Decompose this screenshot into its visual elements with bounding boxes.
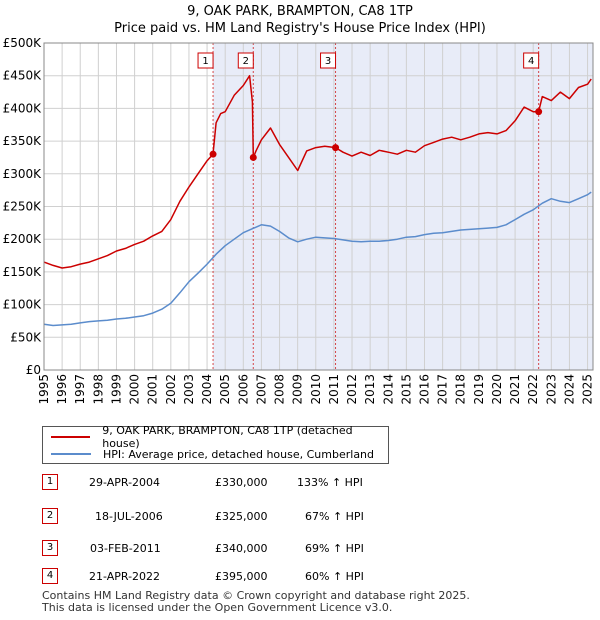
footer-copyright: Contains HM Land Registry data © Crown c…	[42, 589, 470, 602]
sale-row: 4 21-APR-2022 £395,000 60% ↑ HPI	[42, 568, 442, 586]
x-tick-label: 1997	[73, 374, 87, 405]
sale-row: 1 29-APR-2004 £330,000 133% ↑ HPI	[42, 474, 442, 492]
sale-label-box	[320, 52, 337, 69]
y-tick-label: £100K	[3, 298, 43, 312]
x-tick-label: 2018	[454, 374, 468, 405]
sale-hpi-change: 60% ↑ HPI	[305, 570, 364, 583]
x-tick-label: 2020	[490, 374, 504, 405]
sale-date: 03-FEB-2011	[90, 542, 161, 555]
sale-number-badge: 3	[42, 540, 58, 556]
series-line-hpi	[43, 191, 592, 327]
sale-row: 3 03-FEB-2011 £340,000 69% ↑ HPI	[42, 540, 442, 558]
x-tick-label: 2019	[472, 374, 486, 405]
x-tick-label: 2025	[581, 374, 595, 405]
y-tick-label: £300K	[3, 167, 43, 181]
sale-point	[249, 153, 257, 161]
price-chart: 1 2 3 4 £0 £50K £100K £150K £200K £250K £300K £350K…	[3, 36, 595, 405]
x-tick-label: 2017	[436, 374, 450, 405]
sale-point	[332, 144, 340, 152]
y-tick-label: £0	[26, 363, 41, 377]
sale-date: 29-APR-2004	[89, 476, 161, 489]
x-tick-label: 2024	[562, 374, 576, 405]
x-tick-label: 1999	[109, 374, 123, 405]
sale-hpi-change: 69% ↑ HPI	[305, 542, 364, 555]
sale-row: 2 18-JUL-2006 £325,000 67% ↑ HPI	[42, 508, 442, 526]
sale-date: 18-JUL-2006	[95, 510, 163, 523]
chart-legend: 9, OAK PARK, BRAMPTON, CA8 1TP (detached…	[42, 424, 389, 464]
sale-price: £340,000	[215, 542, 268, 555]
sale-price: £325,000	[215, 510, 268, 523]
x-tick-label: 2010	[309, 374, 323, 405]
legend-item-property: 9, OAK PARK, BRAMPTON, CA8 1TP (detached…	[43, 424, 388, 450]
x-tick-label: 2022	[526, 374, 540, 405]
y-tick-label: £250K	[3, 200, 43, 214]
x-tick-label: 2011	[327, 374, 341, 405]
y-tick-label: £350K	[3, 134, 43, 148]
x-tick-label: 2001	[146, 374, 160, 405]
chart-title-block: 9, OAK PARK, BRAMPTON, CA8 1TP Price pai…	[0, 3, 600, 37]
legend-swatch-property	[51, 436, 91, 438]
y-tick-label: £450K	[3, 69, 43, 83]
footer-licence: This data is licensed under the Open Gov…	[42, 601, 393, 614]
legend-item-hpi: HPI: Average price, detached house, Cumb…	[43, 446, 374, 462]
x-tick-label: 2007	[254, 374, 268, 405]
sale-date: 21-APR-2022	[89, 570, 161, 583]
chart-title: 9, OAK PARK, BRAMPTON, CA8 1TP	[187, 4, 413, 19]
x-tick-label: 1995	[37, 374, 51, 405]
sale-price: £395,000	[215, 570, 268, 583]
x-tick-label: 2013	[363, 374, 377, 405]
x-tick-label: 2003	[182, 374, 196, 405]
legend-swatch-hpi	[51, 453, 91, 455]
sale-hpi-change: 133% ↑ HPI	[297, 476, 363, 489]
sale-label-box	[237, 52, 254, 69]
sale-point	[535, 108, 543, 116]
sale-label-text: 4	[528, 56, 534, 67]
y-tick-label: £500K	[3, 36, 43, 50]
sale-number-badge: 1	[42, 474, 58, 490]
x-tick-label: 1996	[55, 374, 69, 405]
x-tick-label: 2004	[200, 374, 214, 405]
sale-hpi-change: 67% ↑ HPI	[305, 510, 364, 523]
x-tick-label: 2008	[273, 374, 287, 405]
series-line-property	[43, 74, 592, 269]
y-tick-label: £200K	[3, 232, 43, 246]
sale-label-box	[197, 52, 214, 69]
footer-notice: Contains HM Land Registry data © Crown c…	[42, 590, 470, 614]
sale-label-text: 3	[325, 56, 331, 67]
sale-label-text: 1	[202, 56, 208, 67]
x-tick-label: 2002	[164, 374, 178, 405]
x-tick-label: 2006	[236, 374, 250, 405]
y-tick-label: £50K	[10, 330, 42, 344]
sale-label-box	[523, 52, 540, 69]
sale-label-text: 2	[243, 56, 249, 67]
x-tick-label: 2009	[291, 374, 305, 405]
sale-number-badge: 2	[42, 508, 58, 524]
sale-point	[209, 150, 217, 158]
x-tick-label: 2005	[218, 374, 232, 405]
x-tick-label: 2016	[417, 374, 431, 405]
y-tick-label: £400K	[3, 101, 43, 115]
x-tick-label: 2015	[399, 374, 413, 405]
legend-label-hpi: HPI: Average price, detached house, Cumb…	[103, 447, 375, 461]
sale-price: £330,000	[215, 476, 268, 489]
x-tick-label: 2000	[128, 374, 142, 405]
x-tick-label: 2012	[345, 374, 359, 405]
sale-number-badge: 4	[42, 568, 58, 584]
plot-frame	[43, 42, 594, 371]
legend-label-property: 9, OAK PARK, BRAMPTON, CA8 1TP (detached…	[102, 424, 353, 450]
x-tick-label: 2021	[508, 374, 522, 405]
x-tick-label: 1998	[91, 374, 105, 405]
x-tick-label: 2014	[381, 374, 395, 405]
chart-subtitle: Price paid vs. HM Land Registry's House …	[114, 21, 486, 36]
y-tick-label: £150K	[3, 265, 43, 279]
x-tick-label: 2023	[544, 374, 558, 405]
